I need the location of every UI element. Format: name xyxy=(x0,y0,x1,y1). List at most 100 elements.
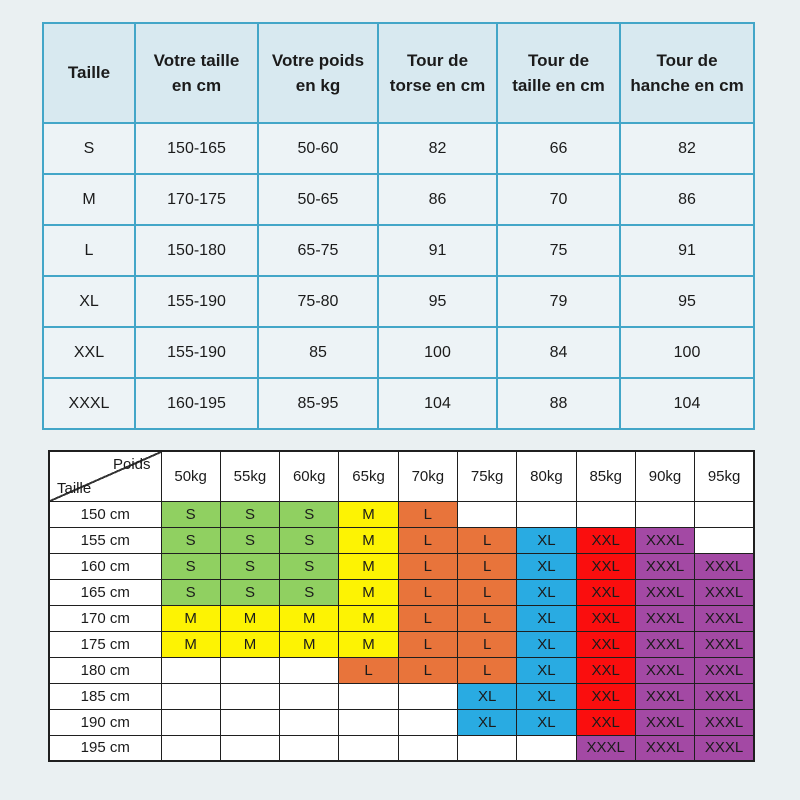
size-zone-cell: S xyxy=(160,552,221,580)
size-label-cell: M xyxy=(42,173,136,226)
matrix-row: 155 cm S S S M L L XL XXL XXXL xyxy=(48,526,755,554)
empty-cell xyxy=(516,734,577,762)
height-row-label: 150 cm xyxy=(48,500,162,528)
size-table-row: XL 155-190 75-80 95 79 95 xyxy=(42,275,755,328)
empty-cell xyxy=(219,734,281,762)
empty-cell xyxy=(397,708,458,736)
empty-cell xyxy=(279,708,340,736)
size-table-row: S 150-165 50-60 82 66 82 xyxy=(42,122,755,175)
measurement-cell: 88 xyxy=(496,377,621,430)
size-zone-cell: XL xyxy=(516,682,577,710)
empty-cell xyxy=(160,656,221,684)
size-zone-cell: XXL xyxy=(575,630,636,658)
size-zone-cell: M xyxy=(338,526,399,554)
size-zone-cell: XXXL xyxy=(634,630,696,658)
matrix-row: 165 cm S S S M L L XL XXL XXXL XXXL xyxy=(48,578,755,606)
empty-cell xyxy=(397,682,458,710)
size-zone-cell: XXXL xyxy=(694,552,755,580)
empty-cell xyxy=(456,734,518,762)
size-zone-cell: L xyxy=(456,656,518,684)
measurement-cell: 170-175 xyxy=(134,173,259,226)
matrix-row: 150 cm S S S M L xyxy=(48,500,755,528)
size-zone-cell: M xyxy=(160,604,221,632)
height-row-label: 195 cm xyxy=(48,734,162,762)
size-zone-cell: XXXL xyxy=(634,578,696,606)
size-label-cell: L xyxy=(42,224,136,277)
matrix-row: 195 cm XXXL XXXL XXXL xyxy=(48,734,755,762)
size-zone-cell: XL xyxy=(516,526,577,554)
size-zone-cell: XXXL xyxy=(634,604,696,632)
size-zone-cell: XXXL xyxy=(575,734,636,762)
size-zone-cell: XXXL xyxy=(634,708,696,736)
size-zone-cell: M xyxy=(279,630,340,658)
size-zone-cell: L xyxy=(397,578,458,606)
weight-column-header: 90kg xyxy=(634,450,696,502)
height-row-label: 165 cm xyxy=(48,578,162,606)
size-zone-cell: XL xyxy=(516,656,577,684)
measurement-cell: 100 xyxy=(377,326,498,379)
empty-cell xyxy=(338,682,399,710)
empty-cell xyxy=(219,708,281,736)
weight-column-header: 55kg xyxy=(219,450,281,502)
measurement-cell: 150-180 xyxy=(134,224,259,277)
size-table-row: M 170-175 50-65 86 70 86 xyxy=(42,173,755,226)
size-zone-cell: S xyxy=(219,578,281,606)
empty-cell xyxy=(160,734,221,762)
measurement-cell: 86 xyxy=(377,173,498,226)
weight-column-header: 65kg xyxy=(338,450,399,502)
size-zone-cell: M xyxy=(219,604,281,632)
size-zone-cell: XXL xyxy=(575,604,636,632)
size-zone-cell: S xyxy=(219,500,281,528)
height-row-label: 180 cm xyxy=(48,656,162,684)
measurement-cell: 82 xyxy=(619,122,755,175)
measurement-cell: 91 xyxy=(619,224,755,277)
size-zone-cell: S xyxy=(279,526,340,554)
size-zone-cell: XXXL xyxy=(634,656,696,684)
size-zone-cell: XL xyxy=(516,708,577,736)
size-table-header-row: Taille Votre taille en cm Votre poids en k… xyxy=(42,22,755,124)
size-zone-cell: L xyxy=(456,552,518,580)
measurement-cell: 150-165 xyxy=(134,122,259,175)
measurement-cell: 86 xyxy=(619,173,755,226)
measurement-cell: 65-75 xyxy=(257,224,379,277)
empty-cell xyxy=(397,734,458,762)
size-table-column-header: Tour de hanche en cm xyxy=(619,22,755,124)
measurement-cell: 79 xyxy=(496,275,621,328)
measurement-cell: 104 xyxy=(377,377,498,430)
height-row-label: 175 cm xyxy=(48,630,162,658)
size-table-column-header: Votre poids en kg xyxy=(257,22,379,124)
measurement-cell: 155-190 xyxy=(134,275,259,328)
size-zone-cell: XL xyxy=(516,552,577,580)
size-zone-cell: M xyxy=(338,500,399,528)
size-zone-cell: XXXL xyxy=(634,552,696,580)
matrix-body: 150 cm S S S M L 155 cm S S S M L L XL XXL XXXL 160 cm S S… xyxy=(48,500,755,762)
size-zone-cell: XL xyxy=(516,578,577,606)
empty-cell xyxy=(338,708,399,736)
size-table-column-header: Tour de taille en cm xyxy=(496,22,621,124)
empty-cell xyxy=(694,526,755,554)
size-zone-cell: L xyxy=(397,552,458,580)
height-row-label: 190 cm xyxy=(48,708,162,736)
size-zone-cell: XXXL xyxy=(694,578,755,606)
size-zone-cell: L xyxy=(397,500,458,528)
height-row-label: 155 cm xyxy=(48,526,162,554)
size-zone-cell: M xyxy=(338,604,399,632)
size-zone-cell: L xyxy=(397,526,458,554)
size-zone-cell: S xyxy=(160,500,221,528)
empty-cell xyxy=(516,500,577,528)
measurement-cell: 75-80 xyxy=(257,275,379,328)
size-zone-cell: M xyxy=(338,552,399,580)
size-zone-cell: M xyxy=(219,630,281,658)
empty-cell xyxy=(575,500,636,528)
size-zone-cell: L xyxy=(397,630,458,658)
empty-cell xyxy=(456,500,518,528)
size-zone-cell: XXL xyxy=(575,656,636,684)
size-zone-cell: XXXL xyxy=(634,526,696,554)
size-zone-cell: XXXL xyxy=(694,604,755,632)
size-zone-cell: S xyxy=(279,500,340,528)
measurement-cell: 95 xyxy=(619,275,755,328)
measurement-cell: 95 xyxy=(377,275,498,328)
empty-cell xyxy=(279,734,340,762)
size-zone-cell: M xyxy=(338,578,399,606)
size-zone-cell: S xyxy=(279,578,340,606)
